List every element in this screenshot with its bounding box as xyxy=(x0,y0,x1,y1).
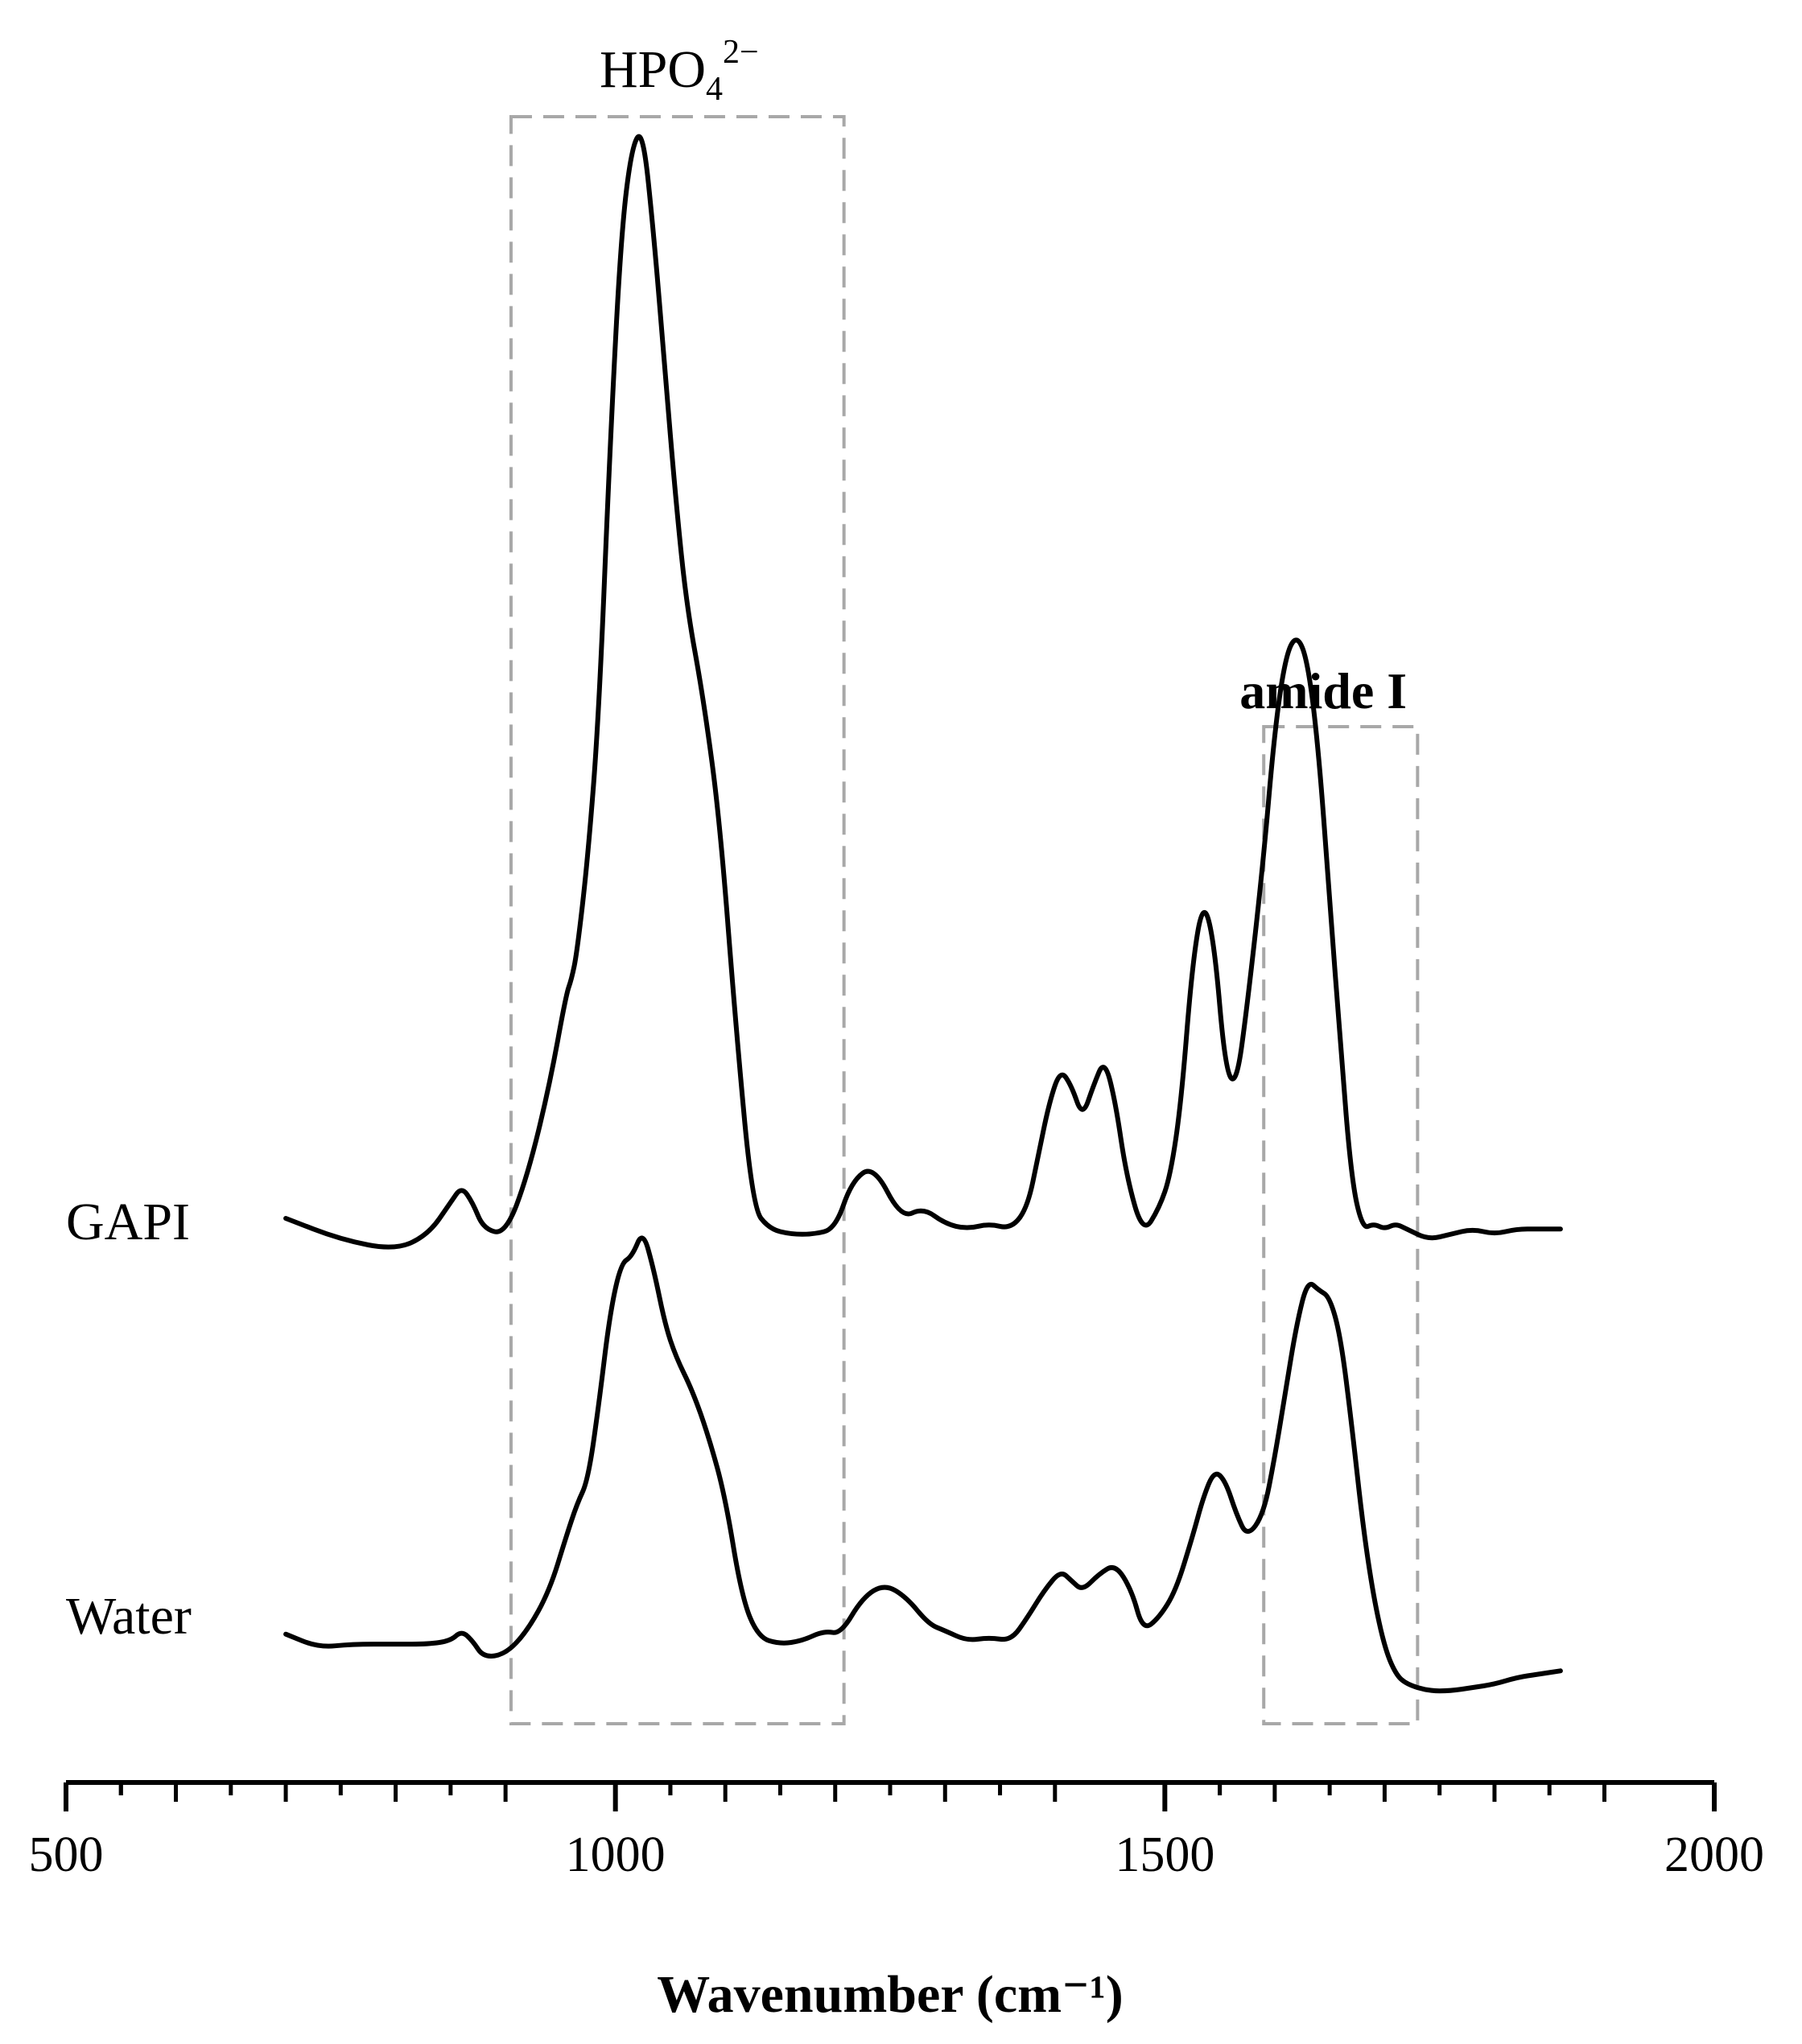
annotation-box-amide-i xyxy=(1262,725,1420,1725)
series-label-water: Water xyxy=(66,1587,192,1646)
annotation-box-hpo4 xyxy=(509,115,846,1725)
annotation-hpo4-subscript: 4 xyxy=(706,71,723,108)
x-tick-label: 1000 xyxy=(566,1828,666,1882)
x-tick-label: 500 xyxy=(29,1828,104,1882)
annotation-hpo4-superscript: 2− xyxy=(723,34,759,71)
series-line-water xyxy=(283,1235,1563,1694)
series-line-gapi xyxy=(283,134,1563,1250)
x-tick-label: 1500 xyxy=(1115,1828,1214,1882)
x-axis-title: Wavenumber (cm⁻¹) xyxy=(657,1965,1124,2024)
x-axis: 500 1000 1500 2000 xyxy=(29,1780,1764,1882)
series-lines xyxy=(283,134,1563,1694)
annotation-label-hpo4: HPO42− xyxy=(600,34,759,108)
annotation-label-amide-i: amide I xyxy=(1239,662,1407,719)
annotation-hpo4-main: HPO xyxy=(600,40,706,99)
series-label-gapi: GAPI xyxy=(66,1193,190,1251)
x-tick-label: 2000 xyxy=(1664,1828,1764,1882)
annotation-regions xyxy=(509,115,1420,1725)
